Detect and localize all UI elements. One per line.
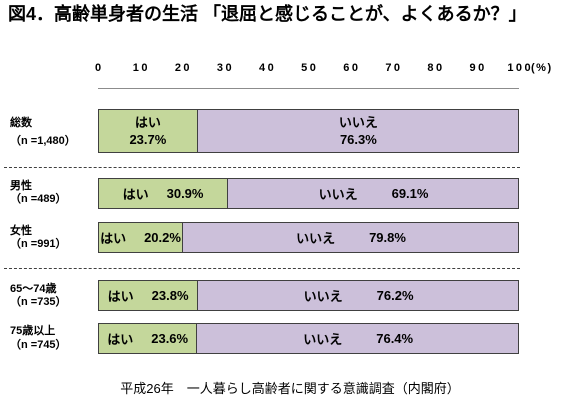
data-label-number: 23.6 xyxy=(151,331,177,346)
x-tick-label: 20 xyxy=(174,62,193,74)
data-label-value: 76.2% xyxy=(377,288,414,303)
category-label-male: 男性 xyxy=(10,180,32,192)
data-label-series-name: いいえ xyxy=(296,231,336,246)
category-label-female: 女性 xyxy=(10,225,32,237)
data-label-yes-age-75-plus: はい 23.6% xyxy=(98,323,197,354)
data-label-series-name: はい xyxy=(134,115,161,130)
data-label-suffix: % xyxy=(154,132,167,147)
data-label-number: 30.9 xyxy=(166,186,192,201)
sample-size-label-male: （n =489） xyxy=(10,193,67,205)
bar-no-female xyxy=(183,222,519,253)
data-label-series-name: いいえ xyxy=(303,332,343,347)
category-label-age-75-plus: 75歳以上 xyxy=(10,325,56,337)
data-label-series-name: いいえ xyxy=(303,289,343,304)
bar-yes-total xyxy=(98,109,198,153)
x-tick-label: 40 xyxy=(259,62,277,74)
data-label-suffix: % xyxy=(191,186,204,201)
x-tick-label: 50 xyxy=(301,62,319,74)
data-label-value: 23.6% xyxy=(151,331,188,346)
group-separator xyxy=(4,167,520,168)
data-label-series-name: はい xyxy=(100,231,127,246)
x-tick-label: 10 xyxy=(132,62,150,74)
data-label-yes-male: はい 30.9% xyxy=(98,178,228,209)
data-label-series-name: はい xyxy=(107,332,134,347)
data-label-no-female: いいえ 79.8% xyxy=(183,222,519,253)
data-label-value: 69.1% xyxy=(392,186,429,201)
data-label-value: 76.3% xyxy=(340,131,377,148)
category-label-age-65-74: 65〜74歳 xyxy=(10,283,57,295)
sample-size-label-female: （n =991） xyxy=(10,238,67,250)
chart-title: 図4．高齢単身者の生活 「退屈と感じることが、よくあるか？」 xyxy=(8,4,527,24)
bar-yes-age-65-74 xyxy=(98,280,199,311)
data-label-no-male: いいえ 69.1% xyxy=(228,178,519,209)
data-label-no-total: いいえ 76.3% xyxy=(198,109,519,153)
sample-size-label-age-75-plus: （n =745） xyxy=(10,339,67,351)
data-label-series-name: いいえ xyxy=(318,187,358,202)
data-label-no-age-65-74: いいえ 76.2% xyxy=(198,280,519,311)
data-label-suffix: % xyxy=(416,186,429,201)
sample-size-label-total: （n =1,480） xyxy=(10,135,76,147)
data-label-number: 69.1 xyxy=(391,186,417,201)
data-label-number: 76.4 xyxy=(376,331,402,346)
data-label-suffix: % xyxy=(169,230,181,245)
data-label-series-name: はい xyxy=(107,289,134,304)
data-label-value: 23.7% xyxy=(129,131,166,148)
data-label-value: 23.8% xyxy=(152,288,189,303)
x-axis-line xyxy=(98,88,519,89)
x-tick-label: 90 xyxy=(469,62,487,74)
data-label-value: 76.4% xyxy=(376,331,413,346)
bar-yes-male xyxy=(98,178,229,209)
x-tick-label: 70 xyxy=(385,62,403,74)
data-label-number: 20.2 xyxy=(144,230,170,245)
data-label-yes-total: はい 23.7% xyxy=(98,109,198,153)
data-label-value: 79.8% xyxy=(369,230,406,245)
x-tick-label: 60 xyxy=(343,62,361,74)
data-label-suffix: % xyxy=(176,331,189,346)
bar-no-age-65-74 xyxy=(198,280,519,311)
data-label-number: 23.7 xyxy=(129,132,155,147)
data-label-value: 20.2% xyxy=(144,230,181,245)
data-label-suffix: % xyxy=(365,132,377,147)
bar-no-age-75-plus xyxy=(197,323,519,354)
data-label-no-age-75-plus: いいえ 76.4% xyxy=(197,323,519,354)
data-label-suffix: % xyxy=(401,288,414,303)
x-tick-label: 100 xyxy=(507,62,534,74)
sample-size-label-age-65-74: （n =735） xyxy=(10,296,67,308)
source-note: 平成26年 一人暮らし高齢者に関する意識調査（内閣府） xyxy=(120,381,460,396)
bar-yes-female xyxy=(98,222,184,253)
x-tick-label: 30 xyxy=(216,62,235,74)
x-tick-label: 80 xyxy=(427,62,445,74)
bar-no-male xyxy=(228,178,519,209)
data-label-suffix: % xyxy=(176,288,189,303)
data-label-suffix: % xyxy=(394,230,406,245)
x-tick-label: 0 xyxy=(94,62,104,74)
data-label-yes-female: はい 20.2% xyxy=(98,222,183,253)
data-label-series-name: はい xyxy=(122,187,149,202)
data-label-number: 76.3 xyxy=(339,132,366,147)
data-label-number: 76.2 xyxy=(376,288,402,303)
x-axis-unit-label: (%) xyxy=(531,62,553,74)
data-label-suffix: % xyxy=(401,331,414,346)
data-label-series-name: いいえ xyxy=(338,115,378,130)
category-label-total: 総数 xyxy=(10,117,32,129)
bar-yes-age-75-plus xyxy=(98,323,198,354)
data-label-yes-age-65-74: はい 23.8% xyxy=(98,280,198,311)
data-label-value: 30.9% xyxy=(167,186,204,201)
bar-no-total xyxy=(197,109,519,153)
data-label-number: 79.8 xyxy=(369,230,395,245)
data-label-number: 23.8 xyxy=(151,288,177,303)
group-separator xyxy=(4,268,520,269)
